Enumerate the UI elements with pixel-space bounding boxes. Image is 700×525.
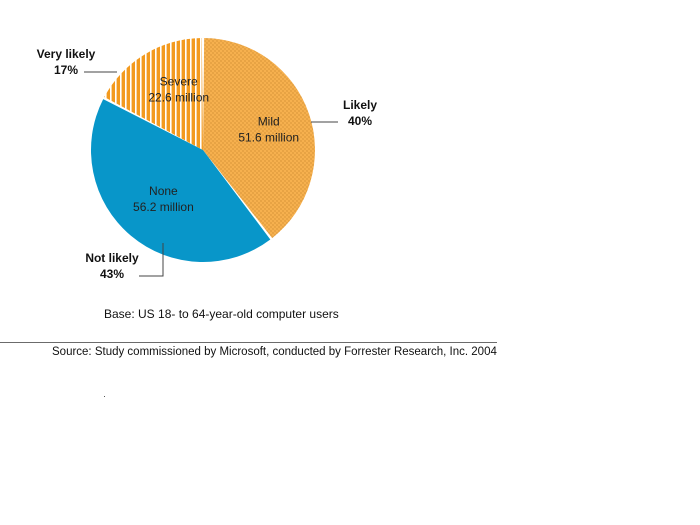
pie-slice-none	[90, 99, 271, 263]
callout-percent-not-likely: 43%	[100, 267, 124, 281]
stray-dot	[104, 396, 105, 397]
callout-label-likely: Likely	[343, 98, 377, 112]
pie-slice-mild	[203, 38, 315, 239]
slice-value-severe: 22.6 million	[148, 90, 209, 104]
callout-percent-very-likely: 17%	[54, 63, 78, 77]
pie-slice-severe	[104, 38, 203, 151]
base-note: Base: US 18- to 64-year-old computer use…	[104, 307, 339, 321]
leader-line-not-likely	[139, 243, 164, 277]
pie-slices	[90, 38, 315, 263]
callout-percent-likely: 40%	[348, 114, 372, 128]
slice-value-none: 56.2 million	[133, 200, 194, 214]
slice-value-mild: 51.6 million	[238, 131, 299, 145]
slice-label-none: None	[149, 184, 178, 198]
source-note: Source: Study commissioned by Microsoft,…	[52, 346, 497, 358]
divider-line	[0, 342, 497, 343]
pie-slice-labels: Mild 51.6 million None 56.2 million Severe 22…	[133, 74, 299, 214]
slice-label-severe: Severe	[160, 74, 198, 88]
pie-callouts: Likely 40% Not likely 43% Very likely 17%	[37, 47, 378, 281]
callout-label-very-likely: Very likely	[37, 47, 96, 61]
slice-label-mild: Mild	[258, 115, 280, 129]
callout-label-not-likely: Not likely	[85, 251, 139, 265]
